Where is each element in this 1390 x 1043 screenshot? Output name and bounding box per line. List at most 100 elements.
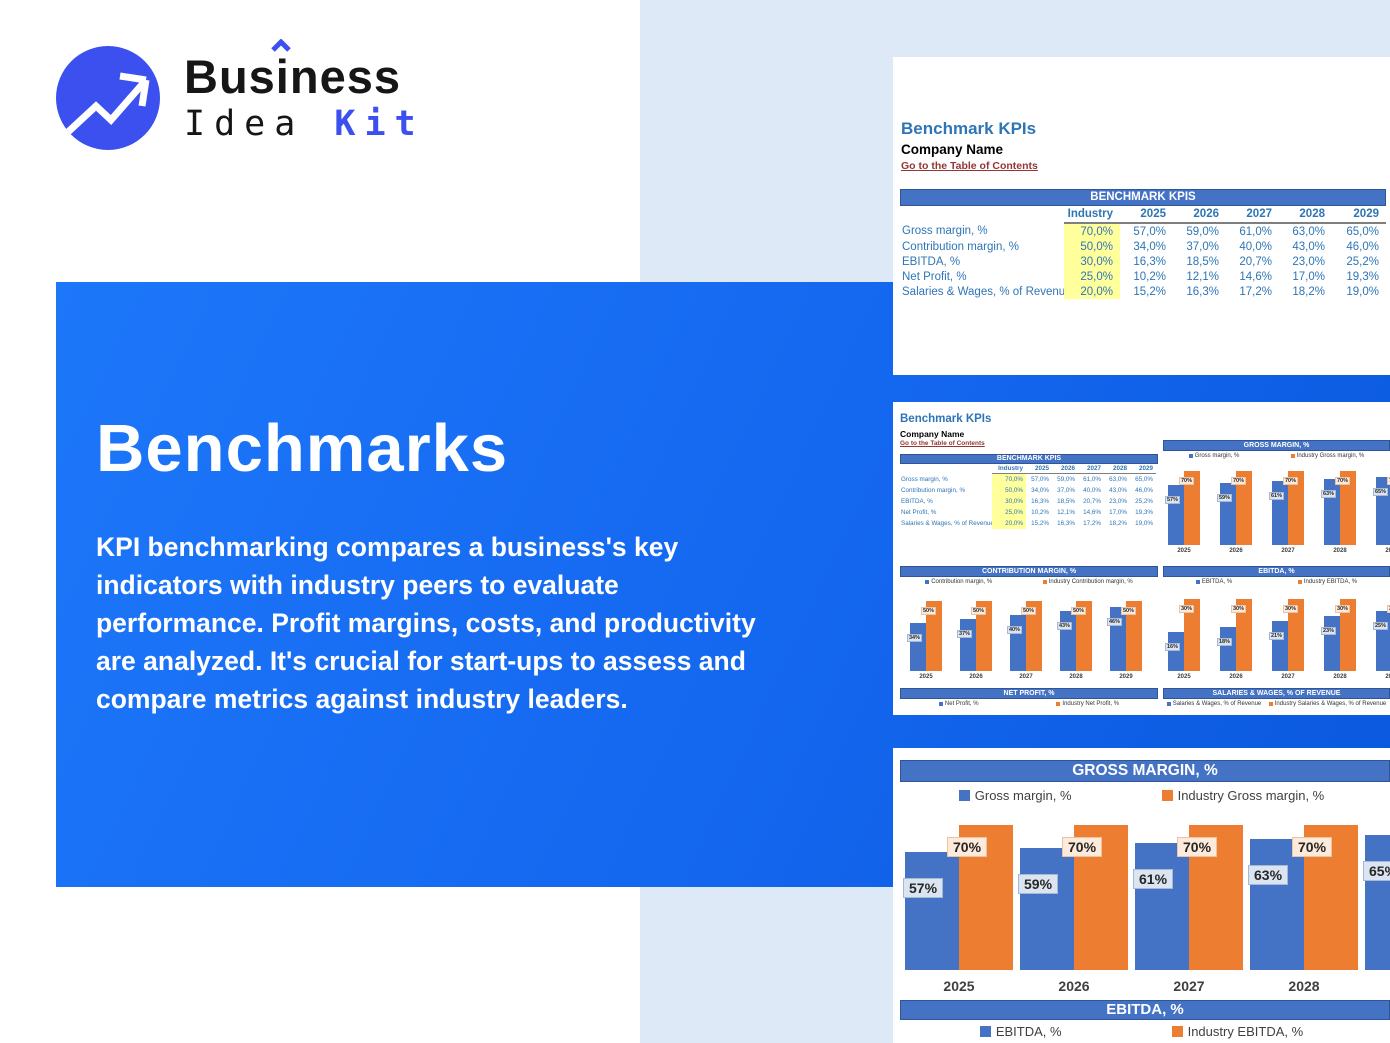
year-value: 40,0% — [1239, 240, 1272, 253]
bar-own — [905, 852, 959, 970]
chart-legend: Contribution margin, % Industry Contribu… — [900, 577, 1158, 587]
brand-text: Bus — [184, 50, 276, 104]
year-value: 25,2% — [1135, 498, 1153, 505]
legend-orange-swatch-icon — [1042, 580, 1047, 584]
bar-industry — [1236, 599, 1252, 671]
corner-cell — [900, 206, 1064, 223]
row-label: EBITDA, % — [902, 255, 961, 268]
bar-industry — [1288, 471, 1304, 545]
row-label: Salaries & Wages, % of Revenue — [902, 285, 1064, 298]
legend-label: Salaries & Wages, % of Revenue — [1172, 701, 1262, 707]
year-value: 14,6% — [1083, 509, 1101, 516]
toc-link[interactable]: Go to the Table of Contents — [901, 160, 1038, 172]
year-label: 2025 — [919, 674, 933, 680]
column-header: 2027 — [1226, 206, 1279, 224]
year-value: 18,5% — [1186, 255, 1219, 268]
bar-value-label: 43% — [1057, 622, 1073, 630]
bar-own — [1324, 479, 1340, 545]
industry-value: 50,0% — [1064, 239, 1120, 254]
legend-blue-swatch-icon — [1188, 454, 1193, 458]
year-value: 18,5% — [1057, 498, 1075, 505]
legend-orange-swatch-icon — [1268, 702, 1273, 706]
year-value: 20,7% — [1083, 498, 1101, 505]
table-row: Salaries & Wages, % of Revenue 20,0% 15,2%… — [900, 518, 1156, 529]
bar-chart-plot: 57% 70% 2025 59% 70% 2026 61% 70% 2027 63% 70% 2028… — [893, 804, 1390, 994]
sheet-title: Benchmark KPIs — [900, 413, 992, 425]
bar-value-label: 70% — [1283, 477, 1299, 485]
chart-legend: EBITDA, % Industry EBITDA, % — [1163, 577, 1390, 587]
year-value: 12,1% — [1057, 509, 1075, 516]
year-value: 15,2% — [1133, 285, 1166, 298]
industry-value: 30,0% — [992, 496, 1026, 507]
bar-industry — [1340, 471, 1356, 545]
column-header: Industry — [992, 464, 1026, 474]
bar-value-label: 57% — [903, 878, 944, 898]
year-value: 17,0% — [1292, 270, 1325, 283]
bar-value-label: 63% — [1321, 490, 1337, 498]
year-label: 2029 — [1385, 674, 1390, 680]
table-header-row: Industry 2025 2026 2027 2028 2029 — [900, 464, 1156, 474]
mini-chart-contribution-margin: CONTRIBUTION MARGIN, % Contribution marg… — [900, 566, 1158, 683]
legend-orange-swatch-icon — [1171, 1026, 1183, 1037]
table-row: Gross margin, % 70,0% 57,0% 59,0% 61,0% 63,0%… — [900, 473, 1156, 485]
bar-value-label: 63% — [1248, 865, 1289, 885]
year-value: 16,3% — [1057, 520, 1075, 527]
corner-cell — [900, 464, 992, 474]
brand-text-accent: Kit — [334, 103, 425, 144]
year-value: 37,0% — [1057, 487, 1075, 494]
bar-industry — [1126, 601, 1142, 671]
chart-legend: EBITDA, % Industry EBITDA, % — [893, 1024, 1390, 1039]
chart-title-bar: EBITDA, % — [1163, 566, 1390, 577]
legend-label: Industry Net Profit, % — [1062, 701, 1120, 707]
legend-label: EBITDA, % — [995, 1024, 1062, 1039]
sheet-company-name: Company Name — [900, 429, 965, 439]
year-value: 14,6% — [1239, 270, 1272, 283]
table-row: EBITDA, % 30,0% 16,3% 18,5% 20,7% 23,0% 25,2% — [900, 496, 1156, 507]
chart-title-bar: CONTRIBUTION MARGIN, % — [900, 566, 1158, 577]
year-value: 10,2% — [1031, 509, 1049, 516]
chart-title-bar: GROSS MARGIN, % — [1163, 440, 1390, 451]
toc-link[interactable]: Go to the Table of Contents — [900, 440, 985, 447]
bar-industry — [1184, 599, 1200, 671]
year-value: 43,0% — [1109, 487, 1127, 494]
industry-value: 70,0% — [992, 473, 1026, 485]
legend-label: Industry Contribution margin, % — [1048, 579, 1133, 585]
brand-text: ness — [289, 50, 401, 104]
year-label: 2028 — [1333, 674, 1347, 680]
brand-wordmark: Busi ness Idea Kit — [184, 39, 425, 144]
column-header: 2025 — [1026, 464, 1052, 474]
table-row: Net Profit, % 25,0% 10,2% 12,1% 14,6% 17,0% 19… — [900, 269, 1386, 284]
bar-industry — [1288, 599, 1304, 671]
chart-title-bar: SALARIES & WAGES, % OF REVENUE — [1163, 688, 1390, 699]
page-description: KPI benchmarking compares a business's k… — [96, 532, 756, 714]
bar-value-label: 70% — [1062, 837, 1103, 857]
year-value: 40,0% — [1083, 487, 1101, 494]
year-label: 2027 — [1173, 978, 1205, 994]
year-label: 2026 — [1229, 548, 1243, 554]
column-header: 2025 — [1120, 206, 1173, 224]
year-label: 2029 — [1385, 548, 1390, 554]
industry-value: 20,0% — [1064, 284, 1120, 299]
year-value: 19,3% — [1135, 509, 1153, 516]
year-label: 2027 — [1281, 548, 1295, 554]
legend-blue-swatch-icon — [979, 1026, 991, 1037]
year-label: 2026 — [1229, 674, 1243, 680]
column-header: 2029 — [1130, 464, 1156, 474]
bar-own — [1060, 611, 1076, 671]
bar-own — [1220, 483, 1236, 545]
bar-value-label: 70% — [1177, 837, 1218, 857]
table-row: Contribution margin, % 50,0% 34,0% 37,0% 40,… — [900, 485, 1156, 496]
year-value: 19,0% — [1135, 520, 1153, 527]
legend-blue-swatch-icon — [958, 790, 970, 801]
year-label: 2028 — [1288, 978, 1320, 994]
bar-chart-plot: 34% 50% 2025 37% 50% 2026 40% 50% 2027 43% 50% 2028… — [900, 587, 1158, 683]
mini-chart-net-profit: NET PROFIT, % Net Profit, % Industry Net… — [900, 688, 1158, 709]
bar-value-label: 30% — [1283, 605, 1299, 613]
legend-blue-swatch-icon — [938, 702, 943, 706]
legend-label: Industry EBITDA, % — [1303, 579, 1358, 585]
year-value: 34,0% — [1031, 487, 1049, 494]
screenshot-panel-table: Benchmark KPIs Company Name Go to the Ta… — [893, 57, 1390, 375]
year-value: 16,3% — [1031, 498, 1049, 505]
year-value: 65,0% — [1346, 225, 1379, 238]
bar-value-label: 18% — [1217, 638, 1233, 646]
